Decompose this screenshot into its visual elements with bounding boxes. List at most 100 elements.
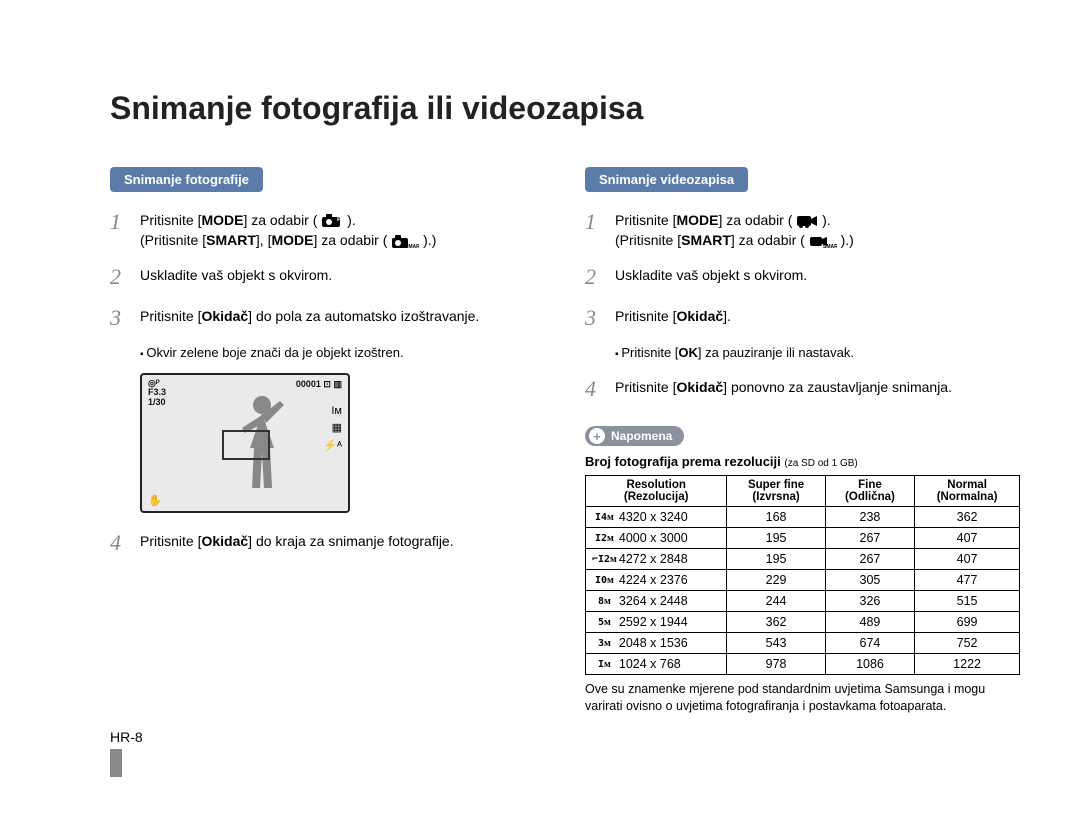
step-number: 1 [585,206,615,238]
step-number: 4 [110,527,140,559]
camera-smart-icon: SMART [391,235,419,249]
table-row: I4ᴍ4320 x 3240168238362 [586,507,1020,528]
step-number: 2 [110,261,140,293]
table-footnote: Ove su znamenke mjerene pod standardnim … [585,681,1020,715]
res-icon: 3ᴍ [586,633,617,654]
res-normal: 362 [915,507,1020,528]
video-step-3-bullet: Pritisnite [OK] za pauziranje ili nastav… [615,344,1020,362]
res-icon: Iᴍ [586,654,617,675]
text: ] za odabir ( [313,232,391,248]
res-normal: 699 [915,612,1020,633]
table-row: 5ᴍ2592 x 1944362489699 [586,612,1020,633]
left-column: Snimanje fotografije 1 Pritisnite [MODE]… [110,167,545,715]
res-dim: 1024 x 768 [617,654,727,675]
lcd-fnumber: F3.3 [148,387,166,397]
th-superfine: Super fine (Izvrsna) [727,476,825,507]
res-fine: 267 [825,528,914,549]
shutter-key: Okidač [201,533,248,549]
text: Pritisnite [ [140,533,201,549]
table-title: Broj fotografija prema rezoluciji (za SD… [585,454,1020,469]
content-columns: Snimanje fotografije 1 Pritisnite [MODE]… [110,167,1020,715]
table-title-text: Broj fotografija prema rezoluciji [585,454,781,469]
photo-step-3-bullet: Okvir zelene boje znači da je objekt izo… [140,344,545,362]
shutter-key: Okidač [201,308,248,324]
res-fine: 305 [825,570,914,591]
res-fine: 238 [825,507,914,528]
res-superfine: 195 [727,528,825,549]
mode-key: MODE [201,212,243,228]
note-pill: + Napomena [585,426,684,446]
res-superfine: 543 [727,633,825,654]
focus-frame [222,430,270,460]
res-dim: 4272 x 2848 [617,549,727,570]
card-icon: ⊡ [323,379,331,389]
photo-step-4: 4 Pritisnite [Okidač] do kraja za sniman… [110,527,545,559]
text: (Pritisnite [ [615,232,681,248]
text: ] do pola za automatsko izoštravanje. [248,308,479,324]
th-sub: (Normalna) [937,491,998,503]
table-row: ⌐I2ᴍ4272 x 2848195267407 [586,549,1020,570]
th-text: Fine [858,479,882,491]
table-header-row: Resolution (Rezolucija) Super fine (Izvr… [586,476,1020,507]
text: Pritisnite [ [140,308,201,324]
res-icon: 8ᴍ [586,591,617,612]
table-row: Iᴍ1024 x 76897810861222 [586,654,1020,675]
step-number: 3 [110,302,140,334]
th-text: Resolution [626,479,685,491]
res-fine: 326 [825,591,914,612]
text: ] ponovno za zaustavljanje snimanja. [723,379,952,395]
battery-icon: ▥ [333,379,342,389]
video-step-2: 2 Uskladite vaš objekt s okvirom. [585,261,1020,293]
th-fine: Fine (Odlična) [825,476,914,507]
table-row: 8ᴍ3264 x 2448244326515 [586,591,1020,612]
lcd-mode-icon: ◎ᴾ [148,378,160,388]
lcd-top-right: 00001 ⊡ ▥ [296,379,342,390]
shutter-key: Okidač [676,379,723,395]
res-superfine: 362 [727,612,825,633]
svg-text:P: P [337,217,341,223]
photo-step-3: 3 Pritisnite [Okidač] do pola za automat… [110,302,545,334]
photo-step-2: 2 Uskladite vaš objekt s okvirom. [110,261,545,293]
step-number: 3 [585,302,615,334]
text: (Pritisnite [ [140,232,206,248]
shutter-key: Okidač [676,308,723,324]
res-dim: 4000 x 3000 [617,528,727,549]
photo-step-1: 1 Pritisnite [MODE] za odabir ( P ). (Pr… [110,206,545,251]
plus-icon: + [589,428,605,444]
res-icon: I2ᴍ [586,528,617,549]
step-number: 2 [585,261,615,293]
mode-key: MODE [271,232,313,248]
ok-key: OK [678,345,698,360]
res-superfine: 244 [727,591,825,612]
note-label: Napomena [611,429,672,443]
text: Pritisnite [ [615,212,676,228]
text: ] za odabir ( [718,212,796,228]
svg-text:SMART: SMART [405,244,419,249]
section-header-video: Snimanje videozapisa [585,167,748,192]
th-sub: (Odlična) [845,491,895,503]
res-icon: 5ᴍ [586,612,617,633]
step-body: Pritisnite [Okidač] do kraja za snimanje… [140,527,545,551]
th-normal: Normal (Normalna) [915,476,1020,507]
camera-p-icon: P [321,214,343,228]
step-body: Pritisnite [MODE] za odabir ( ). (Pritis… [615,206,1020,251]
th-text: Normal [947,479,987,491]
res-fine: 1086 [825,654,914,675]
res-superfine: 978 [727,654,825,675]
th-text: Super fine [748,479,804,491]
res-dim: 2048 x 1536 [617,633,727,654]
table-row: I2ᴍ4000 x 3000195267407 [586,528,1020,549]
res-normal: 515 [915,591,1020,612]
text: ] za odabir ( [731,232,809,248]
table-body: I4ᴍ4320 x 3240168238362I2ᴍ4000 x 3000195… [586,507,1020,675]
lcd-counter: 00001 [296,379,321,389]
res-fine: 267 [825,549,914,570]
svg-text:SMART: SMART [823,244,837,249]
text: Pritisnite [ [615,379,676,395]
text: ] do kraja za snimanje fotografije. [248,533,453,549]
step-body: Pritisnite [Okidač] do pola za automatsk… [140,302,545,326]
res-superfine: 229 [727,570,825,591]
res-dim: 4224 x 2376 [617,570,727,591]
text: ] za pauziranje ili nastavak. [698,345,854,360]
text: ] za odabir ( [243,212,321,228]
